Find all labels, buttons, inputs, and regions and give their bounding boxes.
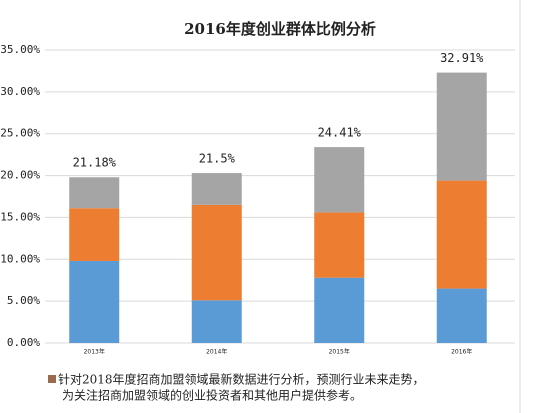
y-tick-label: 0.00% [7,336,40,349]
bar-segment [69,260,120,343]
x-tick-label: 2016年 [451,348,472,356]
bar-segment [69,208,120,261]
legend-text: 针对2018年度招商加盟领域最新数据进行分析，预测行业未来走势， [58,372,425,387]
bar-segment [436,180,487,289]
y-tick-label: 10.00% [0,252,40,265]
y-tick-label: 25.00% [0,127,40,140]
bar-segment [314,277,365,343]
bar-segment [314,212,365,278]
y-tick-label: 30.00% [0,85,40,98]
x-tick-label: 2015年 [329,348,350,356]
x-tick-label: 2013年 [84,348,105,356]
y-tick-label: 5.00% [7,294,40,307]
data-label: 21.5% [199,152,236,166]
data-label: 32.91% [440,51,484,65]
y-tick-label: 20.00% [0,169,40,182]
data-label: 24.41% [318,126,362,140]
bar-segment [191,173,242,205]
x-tick-label: 2014年 [206,348,227,356]
bar-segment [191,204,242,301]
data-label: 21.18% [73,156,117,170]
bar-segment [436,72,487,181]
bar-segment [314,147,365,213]
bar-segment [436,288,487,343]
y-tick-label: 15.00% [0,210,40,223]
bar-segment [69,177,120,209]
chart-title: 2016年度创业群体比例分析 [184,20,376,38]
legend-text: 为关注招商加盟领域的创业投资者和其他用户提供参考。 [62,388,362,403]
y-tick-label: 35.00% [0,43,40,56]
bar-segment [191,300,242,343]
legend-marker [48,375,56,383]
